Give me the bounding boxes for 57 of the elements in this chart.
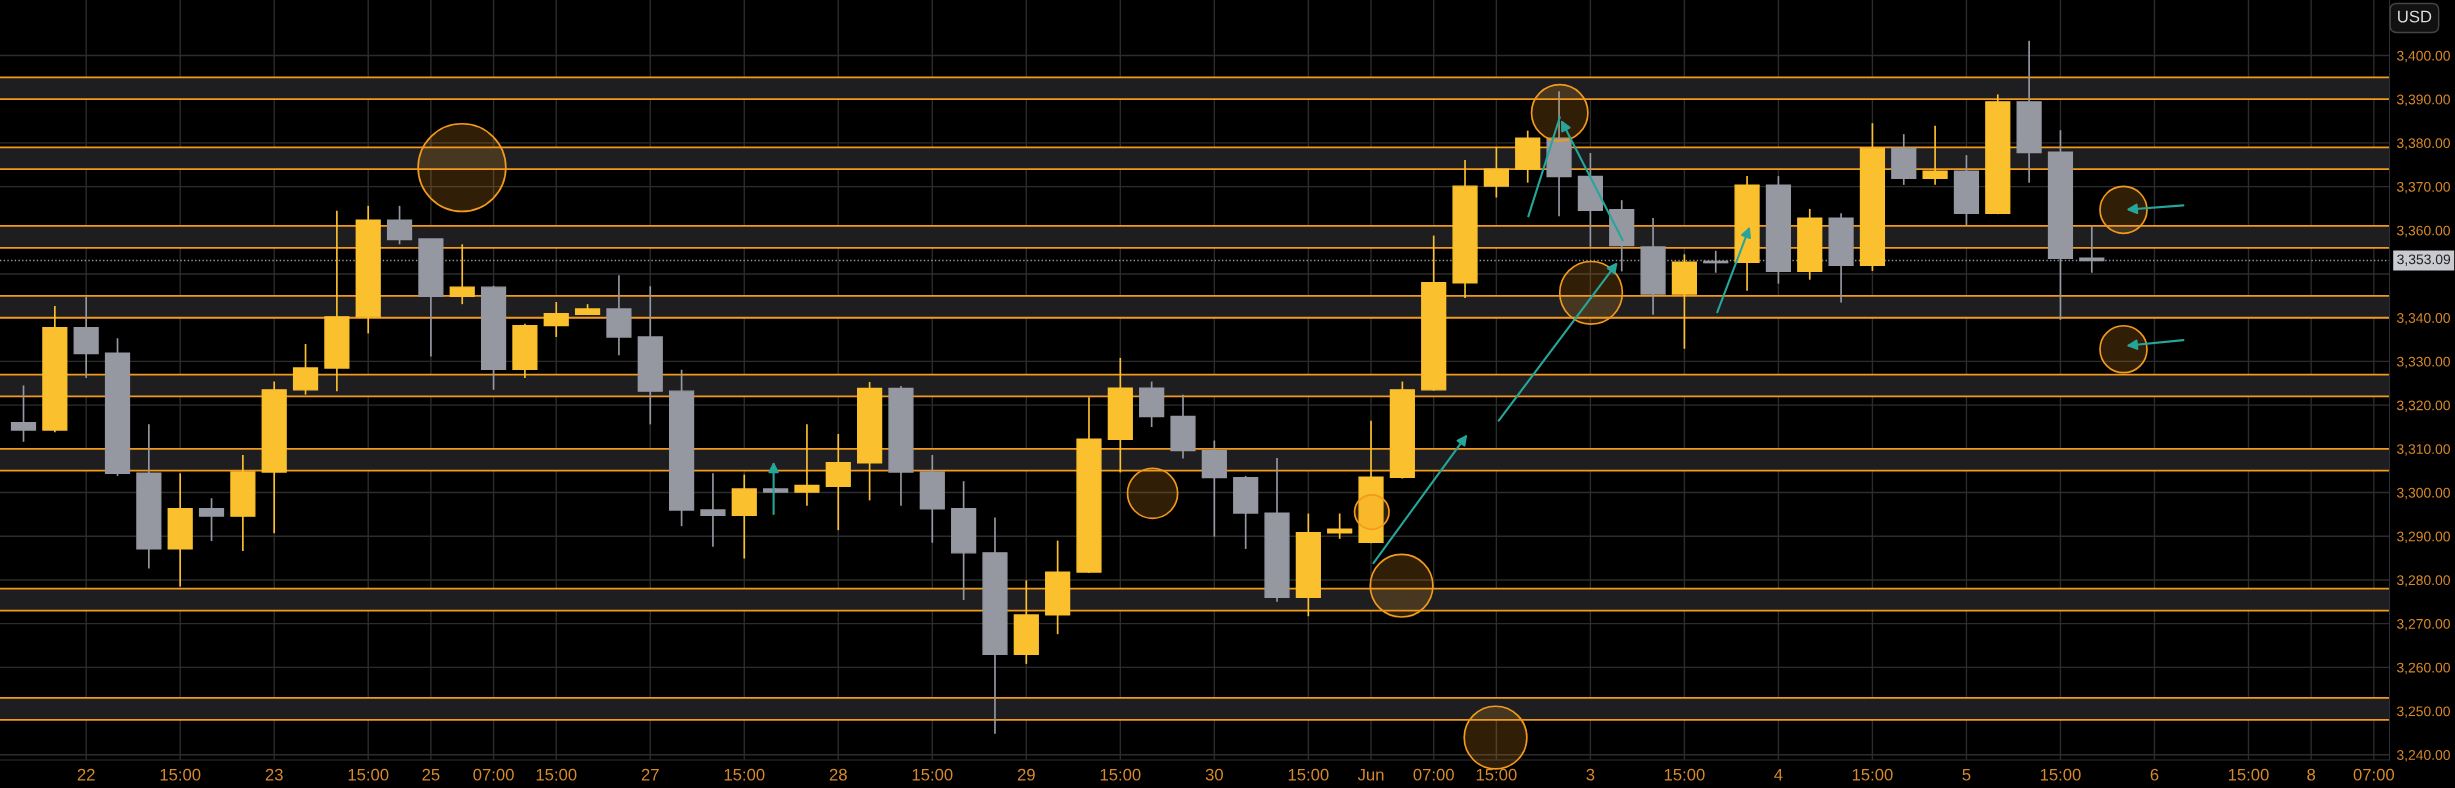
- x-tick-label: 23: [265, 768, 283, 781]
- y-tick-label: 3,250.00: [2396, 706, 2450, 718]
- y-tick-label: 3,370.00: [2396, 181, 2450, 194]
- x-tick-label: 15:00: [1476, 768, 1517, 781]
- y-tick-label: 3,320.00: [2396, 400, 2450, 412]
- ref-line-label: 3,353.09: [2397, 254, 2451, 266]
- candlestick: [1483, 146, 1509, 199]
- x-tick-label: 3: [1586, 768, 1595, 781]
- x-tick-label: 29: [1017, 768, 1035, 781]
- candlestick: [700, 472, 726, 548]
- x-tick-label: 15:00: [1852, 768, 1893, 781]
- candlestick: [292, 343, 319, 396]
- x-tick-label: Jun: [1357, 768, 1384, 781]
- candlestick: [543, 301, 569, 338]
- x-tick-label: 5: [1962, 768, 1971, 781]
- x-tick-label: 27: [641, 768, 659, 781]
- x-tick-label: 15:00: [1288, 768, 1329, 781]
- x-tick-label: 6: [2150, 768, 2159, 781]
- x-tick-label: 4: [1774, 768, 1783, 781]
- x-tick-label: 30: [1205, 768, 1223, 781]
- x-tick-label: 15:00: [348, 768, 389, 781]
- x-tick-label: 8: [2307, 768, 2316, 781]
- x-tick-label: 15:00: [2040, 768, 2081, 781]
- y-tick-label: 3,240.00: [2396, 750, 2450, 762]
- y-tick-label: 3,390.00: [2396, 94, 2450, 107]
- x-tick-label: 15:00: [536, 768, 577, 781]
- candlestick: [198, 497, 225, 542]
- x-tick-label: 15:00: [724, 768, 765, 781]
- candlestick: [449, 243, 475, 306]
- x-tick-label: 07:00: [2353, 768, 2395, 781]
- y-tick-label: 3,290.00: [2396, 531, 2450, 544]
- y-tick-label: 3,260.00: [2396, 662, 2450, 675]
- x-tick-label: 07:00: [473, 768, 514, 781]
- x-tick-label: 22: [77, 768, 95, 781]
- x-tick-label: 15:00: [2228, 768, 2269, 781]
- candlestick: [1922, 125, 1948, 186]
- y-tick-label: 3,280.00: [2396, 575, 2450, 587]
- y-tick-label: 3,380.00: [2396, 138, 2450, 150]
- x-tick-label: 15:00: [912, 768, 953, 781]
- x-tick-label: 15:00: [160, 768, 201, 781]
- y-tick-label: 3,340.00: [2396, 313, 2450, 325]
- x-tick-label: 28: [829, 768, 847, 781]
- y-tick-label: 3,400.00: [2396, 50, 2450, 63]
- candlestick: [386, 205, 413, 246]
- text: USD: [2398, 10, 2432, 23]
- candlestick: [10, 384, 37, 443]
- y-tick-label: 3,330.00: [2396, 356, 2450, 369]
- y-tick-label: 3,300.00: [2396, 487, 2450, 500]
- y-tick-label: 3,360.00: [2396, 225, 2450, 238]
- y-tick-label: 3,310.00: [2396, 444, 2450, 456]
- y-tick-label: 3,270.00: [2396, 618, 2450, 631]
- x-tick-label: 25: [422, 768, 440, 781]
- candlestick: [794, 423, 820, 507]
- x-tick-label: 15:00: [1100, 768, 1141, 781]
- x-tick-label: 07:00: [1413, 768, 1454, 781]
- x-tick-label: 15:00: [1664, 768, 1705, 781]
- candlestick: [825, 433, 851, 531]
